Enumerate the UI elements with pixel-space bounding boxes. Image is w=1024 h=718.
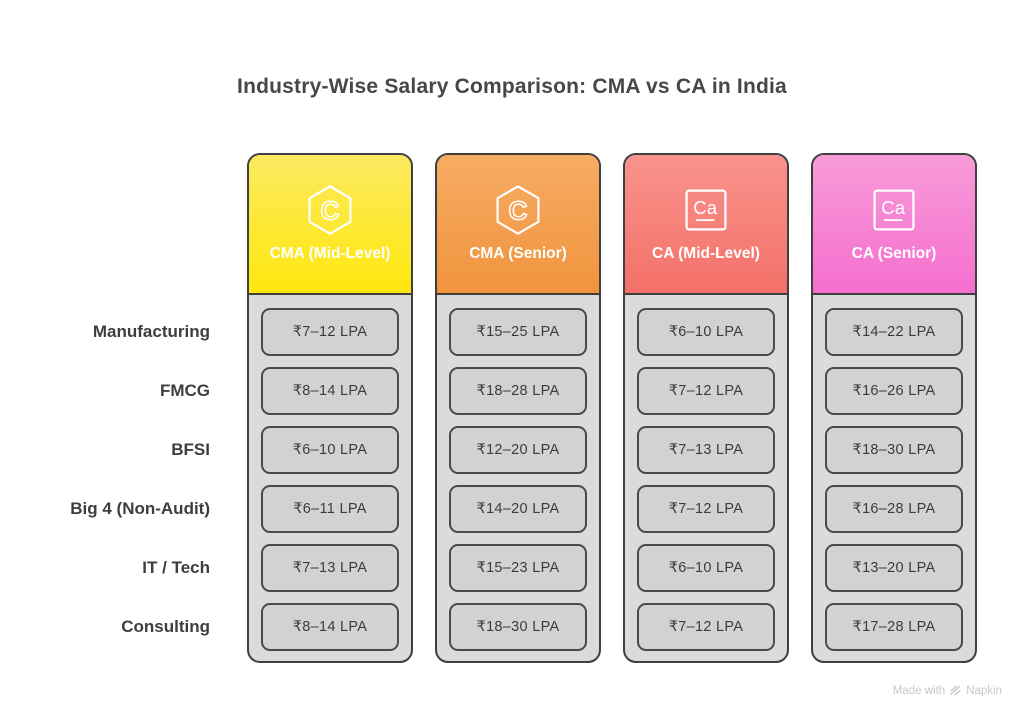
salary-cell: ₹18–30 LPA: [825, 426, 963, 474]
page-title: Industry-Wise Salary Comparison: CMA vs …: [237, 75, 787, 98]
column-card-ca-mid-level: Ca CA (Mid-Level) ₹6–10 LPA ₹7–12 LPA ₹7…: [623, 153, 789, 663]
salary-cell: ₹8–14 LPA: [261, 603, 399, 651]
industry-labels-column: Manufacturing FMCG BFSI Big 4 (Non-Audit…: [40, 153, 210, 662]
column-header-cma-senior: C CMA (Senior): [437, 155, 599, 295]
watermark-brand: Napkin: [966, 684, 1002, 697]
salary-cell: ₹15–25 LPA: [449, 308, 587, 356]
salary-cell: ₹14–20 LPA: [449, 485, 587, 533]
column-title: CMA (Mid-Level): [269, 245, 391, 263]
salary-cell: ₹6–10 LPA: [637, 544, 775, 592]
column-header-cma-mid-level: C CMA (Mid-Level): [249, 155, 411, 295]
row-label-bfsi: BFSI: [171, 440, 210, 459]
salary-cell: ₹16–28 LPA: [825, 485, 963, 533]
salary-cell: ₹18–28 LPA: [449, 367, 587, 415]
column-body: ₹15–25 LPA ₹18–28 LPA ₹12–20 LPA ₹14–20 …: [437, 295, 599, 661]
cma-hexagon-c-icon: C: [491, 183, 545, 237]
salary-cell: ₹7–13 LPA: [261, 544, 399, 592]
cma-hexagon-c-icon: C: [303, 183, 357, 237]
salary-cell: ₹6–11 LPA: [261, 485, 399, 533]
salary-cell: ₹16–26 LPA: [825, 367, 963, 415]
napkin-logo-icon: [949, 684, 962, 697]
row-label-big4: Big 4 (Non-Audit): [70, 499, 210, 518]
svg-text:C: C: [509, 196, 528, 226]
svg-text:Ca: Ca: [693, 198, 717, 219]
comparison-chart: Manufacturing FMCG BFSI Big 4 (Non-Audit…: [40, 153, 977, 663]
column-body: ₹14–22 LPA ₹16–26 LPA ₹18–30 LPA ₹16–28 …: [813, 295, 975, 661]
column-body: ₹7–12 LPA ₹8–14 LPA ₹6–10 LPA ₹6–11 LPA …: [249, 295, 411, 661]
column-card-cma-mid-level: C CMA (Mid-Level) ₹7–12 LPA ₹8–14 LPA ₹6…: [247, 153, 413, 663]
svg-text:Ca: Ca: [881, 198, 905, 219]
salary-cell: ₹7–12 LPA: [637, 603, 775, 651]
column-title: CMA (Senior): [469, 245, 567, 263]
salary-cell: ₹6–10 LPA: [637, 308, 775, 356]
salary-cell: ₹7–12 LPA: [261, 308, 399, 356]
salary-cell: ₹7–13 LPA: [637, 426, 775, 474]
watermark-prefix: Made with: [892, 684, 946, 697]
salary-cell: ₹13–20 LPA: [825, 544, 963, 592]
salary-cell: ₹8–14 LPA: [261, 367, 399, 415]
salary-cell: ₹17–28 LPA: [825, 603, 963, 651]
column-body: ₹6–10 LPA ₹7–12 LPA ₹7–13 LPA ₹7–12 LPA …: [625, 295, 787, 661]
column-header-ca-senior: Ca CA (Senior): [813, 155, 975, 295]
ca-periodic-square-icon: Ca: [679, 183, 733, 237]
row-label-manufacturing: Manufacturing: [92, 322, 210, 341]
salary-cell: ₹12–20 LPA: [449, 426, 587, 474]
column-title: CA (Mid-Level): [652, 245, 760, 263]
column-card-ca-senior: Ca CA (Senior) ₹14–22 LPA ₹16–26 LPA ₹18…: [811, 153, 977, 663]
svg-text:C: C: [321, 196, 340, 226]
salary-cell: ₹15–23 LPA: [449, 544, 587, 592]
row-label-fmcg: FMCG: [159, 381, 210, 400]
column-title: CA (Senior): [851, 245, 937, 263]
salary-cell: ₹7–12 LPA: [637, 485, 775, 533]
column-card-cma-senior: C CMA (Senior) ₹15–25 LPA ₹18–28 LPA ₹12…: [435, 153, 601, 663]
salary-cell: ₹18–30 LPA: [449, 603, 587, 651]
column-header-ca-mid-level: Ca CA (Mid-Level): [625, 155, 787, 295]
salary-cell: ₹6–10 LPA: [261, 426, 399, 474]
row-label-consulting: Consulting: [121, 617, 210, 636]
napkin-watermark: Made with Napkin: [893, 684, 1002, 697]
ca-periodic-square-icon: Ca: [867, 183, 921, 237]
salary-cell: ₹14–22 LPA: [825, 308, 963, 356]
row-label-it-tech: IT / Tech: [142, 558, 210, 577]
salary-cell: ₹7–12 LPA: [637, 367, 775, 415]
